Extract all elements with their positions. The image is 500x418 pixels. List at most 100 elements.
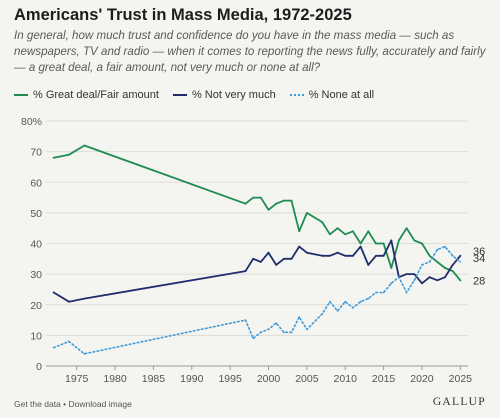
legend-item-not-very-much[interactable]: % Not very much: [172, 89, 276, 101]
end-label-1: 36: [473, 246, 485, 258]
data-point-2-5: [259, 331, 262, 334]
data-point-2-8: [283, 331, 285, 334]
data-point-0-3: [244, 202, 247, 205]
x-tick-label-1980: 1980: [103, 373, 127, 385]
data-point-1-12: [321, 254, 324, 257]
data-point-0-23: [405, 227, 408, 230]
legend-label-not-very-much: % Not very much: [191, 89, 276, 101]
footer-separator: •: [63, 399, 67, 409]
data-point-2-27: [436, 248, 439, 251]
y-tick-label-80: 80%: [21, 116, 42, 128]
data-point-2-2: [83, 352, 86, 355]
data-point-0-13: [329, 233, 331, 236]
data-point-0-4: [252, 196, 255, 199]
data-point-1-13: [329, 254, 331, 257]
data-point-0-18: [367, 230, 370, 233]
data-point-0-26: [428, 254, 431, 257]
chart-subtitle: In general, how much trust and confidenc…: [14, 29, 486, 74]
data-point-2-14: [336, 310, 339, 312]
gallup-logo: GALLUP: [432, 396, 486, 408]
data-point-2-7: [275, 322, 278, 324]
x-tick-label-2010: 2010: [334, 373, 358, 385]
get-data-link[interactable]: Get the data: [14, 399, 61, 409]
data-point-1-5: [259, 261, 262, 263]
data-point-0-1: [68, 153, 70, 156]
y-tick-label-30: 30: [30, 269, 42, 281]
data-point-2-15: [344, 300, 347, 303]
data-point-2-25: [421, 264, 423, 266]
data-point-2-24: [413, 279, 416, 282]
legend-item-great-deal[interactable]: % Great deal/Fair amount: [14, 89, 159, 101]
data-point-1-11: [306, 251, 308, 254]
data-point-0-29: [451, 270, 454, 272]
legend-label-great-deal: % Great deal/Fair amount: [33, 89, 159, 101]
data-point-2-30: [459, 261, 462, 263]
x-tick-label-1990: 1990: [180, 373, 204, 385]
data-point-0-21: [390, 267, 393, 269]
data-point-2-23: [405, 291, 408, 294]
data-point-1-3: [244, 270, 247, 272]
legend-swatch-none-at-all: [289, 94, 304, 96]
data-point-1-7: [275, 264, 278, 266]
data-point-2-6: [267, 328, 270, 331]
data-point-2-3: [244, 319, 247, 321]
data-point-0-15: [344, 233, 347, 236]
end-label-2: 34: [473, 253, 485, 265]
data-point-2-13: [329, 300, 331, 303]
legend-swatch-great-deal: [14, 94, 28, 96]
data-point-1-18: [367, 264, 370, 266]
data-point-0-19: [375, 242, 377, 245]
x-tick-label-2000: 2000: [257, 373, 281, 385]
data-point-1-2: [83, 297, 86, 300]
data-point-2-21: [390, 282, 393, 285]
data-point-1-25: [421, 282, 423, 285]
data-point-0-25: [421, 242, 423, 245]
data-point-1-19: [375, 254, 377, 257]
data-point-1-6: [267, 251, 270, 254]
data-point-2-1: [68, 340, 70, 343]
data-point-2-4: [252, 337, 255, 340]
data-point-2-19: [375, 291, 377, 294]
data-point-0-0: [52, 156, 55, 159]
data-point-0-20: [382, 242, 385, 245]
footer-links: Get the data • Download image: [14, 399, 132, 409]
y-tick-label-0: 0: [36, 361, 42, 373]
data-point-0-2: [83, 144, 86, 147]
data-point-1-4: [252, 257, 255, 260]
legend-swatch-not-very-much: [172, 94, 187, 96]
data-point-0-10: [298, 230, 301, 233]
data-point-1-30: [459, 254, 462, 257]
chart-legend: % Great deal/Fair amount % Not very much…: [14, 89, 388, 101]
end-label-0: 28: [473, 275, 485, 287]
y-tick-label-60: 60: [30, 177, 42, 189]
data-point-0-14: [336, 227, 339, 230]
data-point-2-0: [52, 346, 55, 349]
data-point-0-7: [275, 202, 278, 205]
series-line-1: [52, 239, 462, 303]
data-point-0-5: [259, 196, 262, 199]
y-tick-label-20: 20: [30, 300, 42, 312]
data-point-1-21: [390, 239, 393, 242]
data-point-1-15: [344, 254, 347, 257]
data-point-2-9: [290, 331, 293, 334]
data-point-2-11: [306, 328, 308, 331]
data-point-1-1: [68, 300, 70, 303]
data-point-1-28: [444, 276, 446, 279]
download-image-link[interactable]: Download image: [68, 399, 132, 409]
data-point-0-11: [306, 212, 308, 214]
data-point-2-20: [382, 291, 385, 294]
data-point-1-14: [336, 251, 339, 254]
data-point-0-22: [398, 239, 400, 242]
data-point-2-22: [398, 276, 400, 279]
data-point-1-27: [436, 279, 439, 282]
x-tick-label-2005: 2005: [295, 373, 319, 385]
data-point-1-17: [359, 245, 362, 248]
data-point-1-26: [428, 276, 431, 279]
data-point-0-16: [352, 230, 354, 233]
x-tick-label-2020: 2020: [410, 373, 434, 385]
legend-item-none-at-all[interactable]: % None at all: [289, 89, 374, 101]
x-tick-label-2025: 2025: [449, 373, 473, 385]
x-tick-label-1995: 1995: [218, 373, 242, 385]
data-point-2-12: [321, 313, 324, 315]
